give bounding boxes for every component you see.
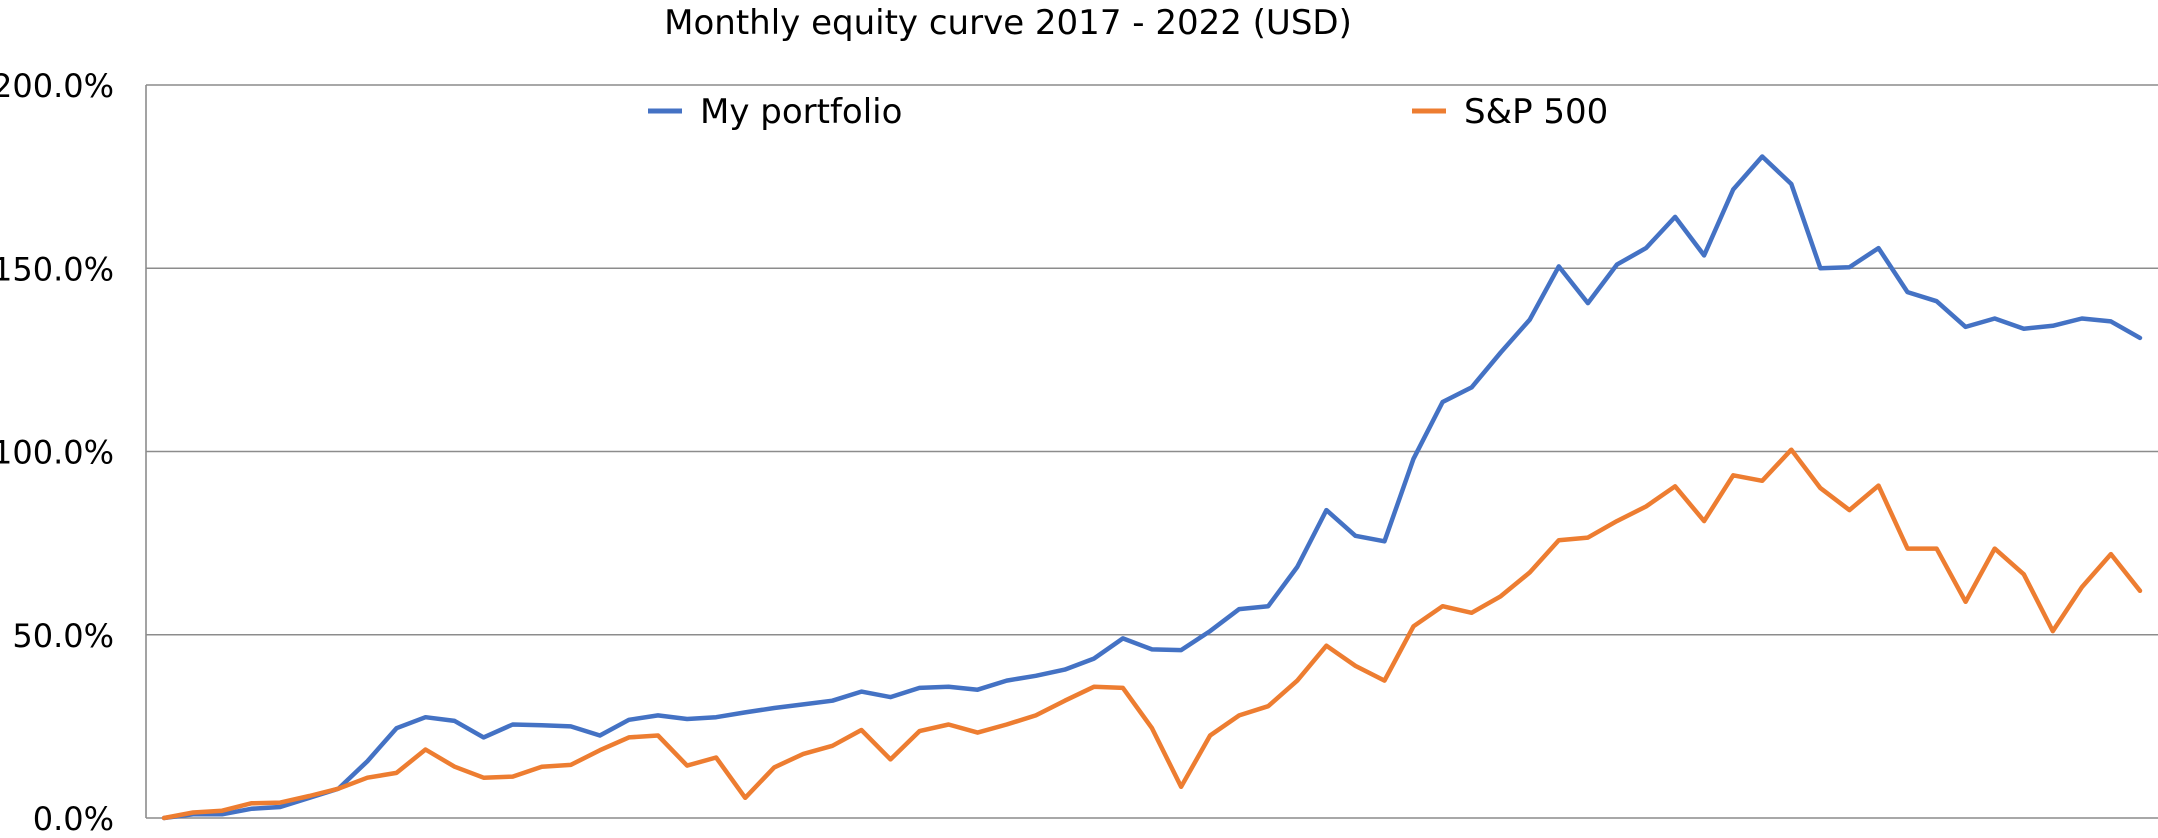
legend: My portfolio S&P 500 (648, 92, 1608, 132)
y-tick-label: 150.0% (0, 250, 114, 288)
grid-layer (145, 84, 2158, 819)
y-tick-label: 200.0% (0, 67, 114, 105)
y-tick-label: 100.0% (0, 434, 114, 472)
series-layer (161, 154, 2143, 821)
series-line-my-portfolio (161, 154, 2143, 821)
legend-label-my-portfolio: My portfolio (700, 92, 902, 132)
y-tick-label: 0.0% (33, 800, 114, 838)
y-axis-ticks: 0.0% 50.0% 100.0% 150.0% 200.0% (0, 67, 114, 838)
chart-title: Monthly equity curve 2017 - 2022 (USD) (664, 3, 1352, 43)
series-line-sp500 (161, 447, 2143, 821)
y-tick-label: 50.0% (12, 617, 114, 655)
legend-label-sp500: S&P 500 (1464, 92, 1608, 132)
